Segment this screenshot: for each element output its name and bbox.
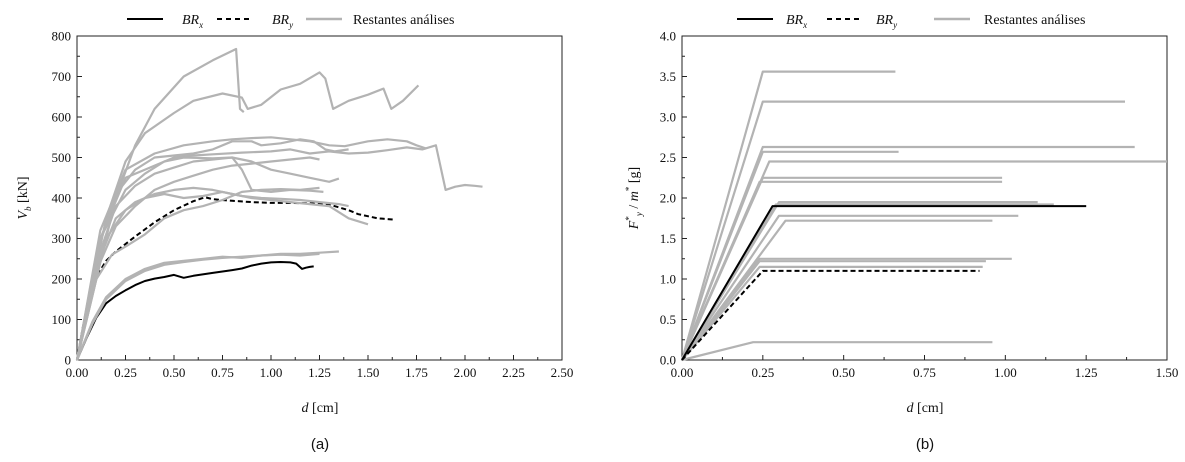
plot-area-b: 0.00 0.25 0.50 0.75 1.00 1.25 1.50 0.0 0.5 1.0 1.5… bbox=[660, 29, 1179, 381]
y-tick-label: 3.0 bbox=[660, 110, 676, 125]
series-line-restantes bbox=[681, 260, 986, 361]
x-axis-label-b: d [cm] bbox=[907, 401, 944, 416]
series-line-restantes bbox=[680, 145, 1135, 361]
y-tick-label: 2.5 bbox=[660, 150, 676, 165]
y-tick-label: 2.0 bbox=[660, 191, 676, 206]
series-line-restantes bbox=[681, 265, 983, 361]
series-line-restantes bbox=[75, 252, 320, 361]
legend-restantes-label: Restantes análises bbox=[353, 13, 454, 28]
series-line-restantes bbox=[75, 144, 483, 361]
x-tick-label: 0.00 bbox=[66, 365, 89, 380]
x-axis-label-a: d [cm] bbox=[302, 401, 339, 416]
x-tick-label: 2.50 bbox=[551, 365, 574, 380]
x-tick-label: 1.50 bbox=[357, 365, 380, 380]
series-line-brx bbox=[681, 205, 1087, 361]
y-tick-label: 200 bbox=[52, 272, 72, 287]
y-axis-label-a: Vb [kN] bbox=[16, 177, 33, 220]
x-tick-label: 0.75 bbox=[913, 365, 936, 380]
series-line-restantes bbox=[681, 341, 993, 362]
x-tick-label: 0.25 bbox=[114, 365, 137, 380]
x-tick-label: 2.25 bbox=[502, 365, 525, 380]
legend-b: BRx BRy Restantes análises bbox=[737, 13, 1085, 30]
x-tick-label: 0.25 bbox=[751, 365, 774, 380]
series-line-restantes bbox=[681, 214, 1019, 361]
x-tick-label: 1.25 bbox=[308, 365, 331, 380]
x-tick-label: 1.25 bbox=[1075, 365, 1098, 380]
y-axis-label-b: F*y / m* [g] bbox=[624, 167, 644, 230]
series-line-restantes bbox=[75, 186, 320, 361]
y-tick-label: 400 bbox=[52, 191, 72, 206]
legend-bry-label: BRy bbox=[876, 13, 897, 30]
series-line-restantes bbox=[75, 156, 320, 361]
chart-panel-b: BRx BRy Restantes análises 0.00 0.25 0.50 0… bbox=[624, 13, 1178, 453]
series-line-restantes bbox=[75, 156, 340, 361]
panel-label-b: (b) bbox=[916, 436, 934, 453]
x-tick-label: 0.00 bbox=[671, 365, 694, 380]
y-tick-label: 0 bbox=[65, 353, 72, 368]
x-tick-label: 1.00 bbox=[260, 365, 283, 380]
series-line-bry bbox=[76, 196, 394, 361]
y-tick-label: 700 bbox=[52, 69, 72, 84]
legend-brx-label: BRx bbox=[786, 13, 807, 30]
x-tick-label: 0.75 bbox=[211, 365, 234, 380]
series-line-restantes bbox=[75, 190, 349, 361]
plot-area-a: 0.00 0.25 0.50 0.75 1.00 1.25 1.50 1.75 2.00 2.25… bbox=[52, 29, 574, 381]
x-tick-label: 0.50 bbox=[832, 365, 855, 380]
y-tick-label: 500 bbox=[52, 150, 72, 165]
legend-restantes-label: Restantes análises bbox=[984, 13, 1085, 28]
x-tick-label: 1.50 bbox=[1156, 365, 1179, 380]
x-tick-label: 1.75 bbox=[405, 365, 428, 380]
series-line-restantes bbox=[75, 47, 245, 361]
x-tick-label: 0.50 bbox=[163, 365, 186, 380]
y-tick-label: 0.5 bbox=[660, 312, 676, 327]
y-tick-label: 800 bbox=[52, 29, 72, 44]
series-line-bry bbox=[681, 269, 980, 361]
y-tick-label: 1.5 bbox=[660, 231, 676, 246]
x-tick-label: 2.00 bbox=[454, 365, 477, 380]
panel-label-a: (a) bbox=[311, 436, 329, 453]
series-line-restantes bbox=[680, 70, 896, 361]
y-tick-label: 0.0 bbox=[660, 353, 676, 368]
series-line-restantes bbox=[75, 136, 427, 361]
series-line-restantes bbox=[681, 203, 1054, 361]
y-tick-label: 4.0 bbox=[660, 29, 676, 44]
chart-panel-a: BRx BRy Restantes análises 0.00 0.25 0.50 0… bbox=[16, 13, 573, 453]
x-tick-label: 1.00 bbox=[994, 365, 1017, 380]
series-line-brx bbox=[76, 261, 314, 361]
series-line-restantes bbox=[75, 138, 349, 361]
series-line-restantes bbox=[75, 71, 420, 361]
series-line-restantes bbox=[75, 156, 324, 361]
y-tick-label: 1.0 bbox=[660, 272, 676, 287]
legend-a: BRx BRy Restantes análises bbox=[127, 13, 454, 30]
y-tick-label: 3.5 bbox=[660, 69, 676, 84]
series-line-restantes bbox=[680, 150, 899, 361]
y-tick-label: 300 bbox=[52, 231, 72, 246]
y-tick-label: 600 bbox=[52, 110, 72, 125]
legend-bry-label: BRy bbox=[272, 13, 293, 30]
series-line-restantes bbox=[680, 100, 1125, 361]
y-tick-label: 100 bbox=[52, 312, 72, 327]
legend-brx-label: BRx bbox=[182, 13, 203, 30]
series-line-restantes bbox=[680, 180, 1003, 361]
series-line-restantes bbox=[75, 186, 369, 361]
